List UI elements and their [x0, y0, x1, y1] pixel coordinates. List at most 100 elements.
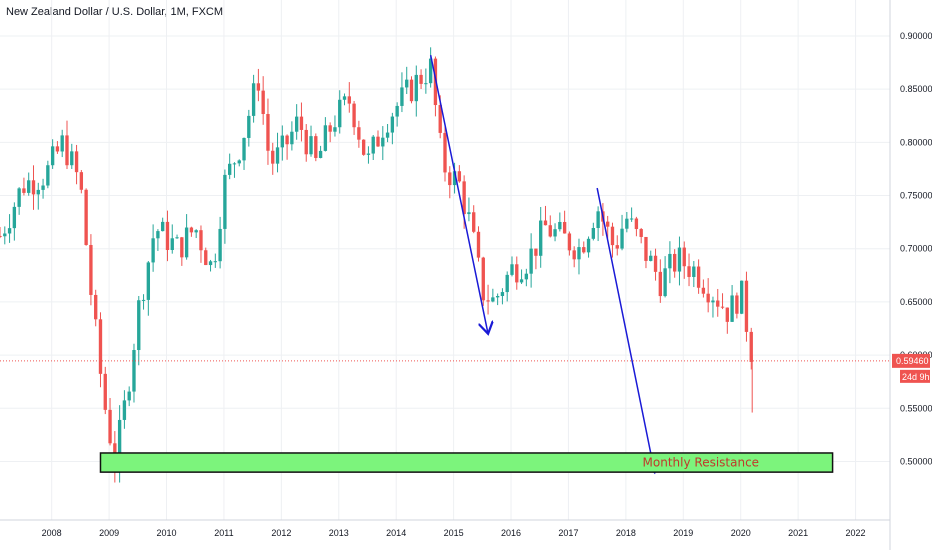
- grid: [0, 0, 890, 520]
- candle-body: [376, 136, 380, 147]
- candle-body: [333, 127, 337, 132]
- candle-body: [701, 287, 706, 294]
- trend-arrow: [596, 187, 654, 472]
- candle-body: [328, 125, 332, 132]
- candle-body: [218, 228, 222, 262]
- candle-body: [50, 146, 55, 166]
- x-tick-label: 2013: [329, 528, 349, 538]
- candle-body: [735, 295, 739, 314]
- candle-body: [314, 136, 318, 158]
- candle-body: [199, 230, 203, 251]
- candle-body: [84, 189, 88, 245]
- trend-arrow: [429, 54, 488, 334]
- price-tag-value: 0.59460: [896, 356, 929, 366]
- candle-body: [146, 262, 151, 300]
- candle-body: [462, 181, 466, 215]
- candle-body: [443, 132, 447, 173]
- candle-body: [7, 228, 12, 234]
- zone-label: Monthly Resistance: [643, 456, 760, 470]
- candle-body: [548, 225, 552, 237]
- candle-body: [414, 74, 418, 102]
- candle-body: [500, 292, 505, 297]
- candle-body: [304, 129, 308, 155]
- candle-body: [720, 306, 725, 308]
- candle-body: [371, 136, 375, 154]
- candle-body: [285, 135, 289, 145]
- candle-body: [70, 151, 74, 166]
- candle-body: [361, 139, 366, 155]
- candle-body: [625, 218, 629, 229]
- chart-title: New Zealand Dollar / U.S. Dollar, 1M, FX…: [6, 6, 224, 18]
- candle-body: [36, 189, 40, 195]
- candle-body: [46, 165, 50, 186]
- candle-body: [692, 266, 696, 277]
- candle-body: [237, 160, 241, 164]
- candle-body: [242, 137, 246, 161]
- y-tick-label: 0.50000: [900, 456, 932, 466]
- candle-body: [280, 135, 284, 148]
- resistance-zone: [99, 452, 834, 473]
- candle-body: [74, 151, 79, 173]
- candle-body: [299, 116, 304, 130]
- candle-body: [644, 236, 648, 261]
- candle-body: [452, 171, 457, 186]
- candle-body: [261, 90, 265, 115]
- candle-body: [682, 247, 686, 267]
- candle-body: [596, 211, 600, 228]
- candle-body: [247, 115, 251, 138]
- candle-body: [495, 296, 500, 298]
- candle-body: [529, 248, 533, 274]
- candle-body: [629, 218, 634, 220]
- price-tag: [892, 353, 930, 368]
- candle-body: [562, 221, 567, 234]
- candle-body: [41, 185, 45, 190]
- candle-body: [27, 180, 31, 193]
- candle-body: [534, 248, 538, 256]
- candle-body: [519, 279, 524, 283]
- countdown-tag: [900, 369, 930, 383]
- y-tick-label: 0.85000: [900, 84, 932, 94]
- candle-body: [103, 373, 107, 410]
- candle-body: [98, 319, 103, 374]
- x-tick-label: 2018: [616, 528, 636, 538]
- candle-body: [515, 264, 519, 283]
- candle-body: [620, 228, 624, 249]
- candle-body: [94, 294, 98, 320]
- candle-body: [275, 147, 280, 164]
- candle-body: [400, 87, 404, 106]
- candle-body: [65, 135, 69, 166]
- x-tick-label: 2010: [157, 528, 177, 538]
- candle-body: [634, 218, 639, 230]
- candle-body: [117, 419, 122, 469]
- candle-body: [338, 99, 342, 128]
- candle-body: [79, 172, 84, 190]
- candle-body: [491, 297, 495, 302]
- candle-body: [141, 299, 146, 301]
- candle-body: [476, 231, 481, 258]
- candle-body: [290, 131, 294, 145]
- candle-body: [189, 227, 194, 233]
- candle-body: [673, 253, 677, 272]
- candle-body: [677, 247, 682, 272]
- candles: [0, 47, 753, 483]
- candle-body: [744, 280, 749, 332]
- candle-body: [543, 220, 548, 226]
- candle-body: [55, 146, 60, 152]
- candle-body: [390, 116, 395, 133]
- candle-body: [108, 409, 112, 444]
- candle-body: [12, 206, 17, 229]
- candle-body: [739, 280, 744, 314]
- candle-body: [481, 257, 485, 301]
- candle-body: [716, 300, 720, 307]
- x-tick-label: 2014: [386, 528, 406, 538]
- candle-body: [668, 253, 672, 269]
- x-tick-label: 2019: [673, 528, 693, 538]
- candle-body: [266, 114, 270, 151]
- candle-body: [17, 188, 21, 207]
- x-tick-label: 2008: [42, 528, 62, 538]
- candle-body: [663, 268, 667, 297]
- candle-body: [3, 233, 7, 237]
- candle-body: [649, 255, 653, 261]
- candle-body: [132, 350, 136, 392]
